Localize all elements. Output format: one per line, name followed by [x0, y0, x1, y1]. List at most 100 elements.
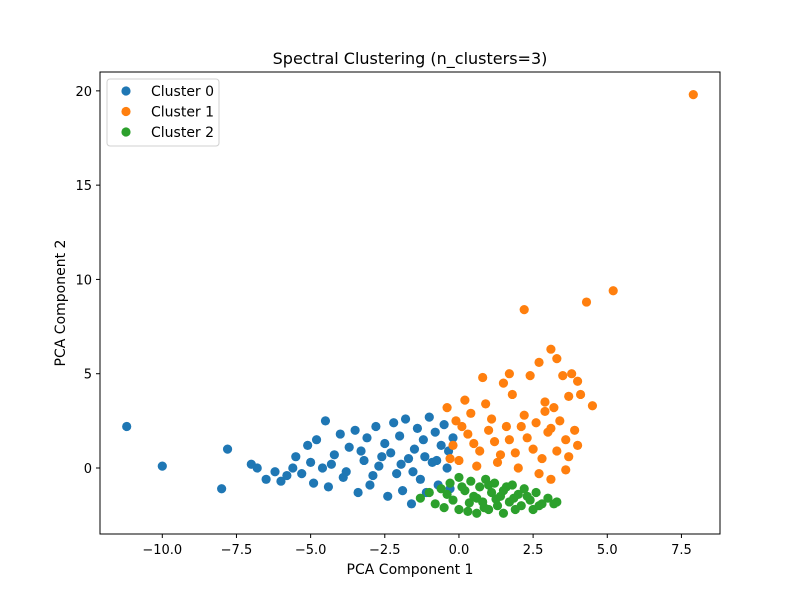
legend-label-cluster-2: Cluster 2 — [151, 125, 214, 141]
cluster-1-point-57 — [457, 421, 467, 432]
scatter-points — [122, 90, 698, 518]
cluster-2-point-32 — [531, 487, 541, 498]
cluster-0-point-5 — [252, 463, 262, 473]
cluster-2-point-1 — [424, 487, 434, 498]
x-tick-label: 7.5 — [671, 543, 692, 558]
cluster-2-point-7 — [454, 472, 464, 483]
cluster-2-point-45 — [491, 494, 501, 504]
cluster-1-point-1 — [608, 286, 618, 296]
cluster-1-point-58 — [540, 406, 550, 417]
y-tick-label: 15 — [75, 179, 92, 194]
y-axis-label: PCA Component 2 — [53, 240, 69, 367]
cluster-1-point-53 — [469, 438, 479, 449]
cluster-1-point-30 — [531, 418, 541, 428]
cluster-2-point-37 — [442, 489, 452, 499]
cluster-2-point-10 — [463, 506, 473, 516]
cluster-0-point-0 — [122, 421, 132, 432]
cluster-1-point-21 — [549, 403, 559, 413]
cluster-1-point-15 — [575, 389, 586, 400]
cluster-2-point-11 — [466, 476, 476, 486]
y-tick-label: 20 — [75, 85, 92, 100]
cluster-0-point-38 — [400, 414, 411, 424]
cluster-2-point-5 — [445, 478, 455, 488]
cluster-0-point-52 — [442, 463, 452, 473]
cluster-0-point-9 — [282, 470, 292, 481]
cluster-1-point-0 — [688, 90, 698, 100]
cluster-1-point-54 — [495, 450, 506, 460]
cluster-2-point-46 — [479, 503, 489, 513]
cluster-0-point-60 — [396, 459, 406, 469]
cluster-1-point-27 — [486, 414, 497, 424]
cluster-0-point-8 — [276, 476, 286, 486]
legend-marker-cluster-0 — [121, 86, 131, 96]
cluster-1-point-49 — [561, 465, 571, 475]
cluster-0-point-10 — [288, 463, 298, 473]
legend-label-cluster-1: Cluster 1 — [151, 105, 214, 121]
cluster-1-point-6 — [534, 357, 544, 367]
cluster-1-point-4 — [546, 344, 556, 354]
cluster-0-point-13 — [303, 440, 313, 450]
cluster-1-point-52 — [528, 444, 538, 454]
cluster-0-point-50 — [436, 440, 446, 450]
cluster-0-point-32 — [383, 491, 393, 501]
legend-marker-cluster-1 — [121, 106, 131, 117]
cluster-1-point-26 — [466, 408, 476, 418]
x-tick-label: 2.5 — [523, 543, 544, 558]
cluster-2-point-34 — [543, 493, 553, 503]
cluster-0-point-3 — [217, 484, 227, 494]
cluster-0-point-23 — [344, 442, 354, 452]
cluster-2-point-25 — [507, 480, 517, 490]
cluster-1-point-12 — [478, 372, 488, 383]
cluster-0-point-2 — [222, 444, 233, 454]
cluster-1-point-39 — [522, 433, 532, 443]
cluster-0-point-17 — [317, 463, 328, 473]
cluster-1-point-56 — [445, 453, 455, 464]
cluster-0-point-61 — [408, 467, 418, 477]
legend-items: Cluster 0 Cluster 1 Cluster 2 — [121, 84, 214, 141]
cluster-2-point-22 — [498, 508, 509, 518]
chart-legend: Cluster 0 Cluster 1 Cluster 2 — [106, 78, 220, 147]
cluster-1-point-51 — [504, 435, 514, 445]
cluster-0-point-29 — [371, 421, 381, 432]
plot-frame — [99, 71, 721, 535]
cluster-0-point-28 — [365, 480, 375, 490]
cluster-1-point-32 — [555, 416, 565, 426]
cluster-1-point-18 — [481, 399, 491, 409]
cluster-0-point-46 — [424, 412, 434, 422]
cluster-1-point-46 — [513, 463, 523, 473]
cluster-1-point-35 — [463, 429, 473, 439]
cluster-1-point-16 — [564, 391, 574, 401]
x-tick-label: −5.0 — [295, 543, 327, 558]
cluster-2-point-8 — [454, 504, 464, 515]
cluster-0-point-14 — [306, 457, 316, 467]
cluster-0-point-19 — [323, 482, 334, 492]
cluster-1-point-44 — [472, 461, 482, 471]
cluster-1-point-50 — [484, 425, 494, 435]
cluster-0-point-54 — [448, 433, 458, 443]
cluster-0-point-15 — [308, 478, 319, 488]
cluster-1-point-23 — [573, 440, 583, 450]
legend-frame — [106, 78, 220, 147]
y-axis-ticks: 0 5 10 15 20 — [75, 85, 100, 477]
cluster-0-point-35 — [392, 469, 402, 479]
cluster-0-point-44 — [418, 435, 428, 445]
cluster-1-point-8 — [573, 376, 583, 386]
cluster-2-point-38 — [457, 482, 467, 492]
cluster-2-point-13 — [472, 508, 482, 518]
cluster-1-point-2 — [581, 297, 592, 307]
cluster-2-point-41 — [498, 486, 509, 496]
cluster-1-point-34 — [448, 440, 458, 450]
cluster-0-point-40 — [406, 499, 417, 509]
cluster-1-point-42 — [564, 452, 574, 462]
cluster-1-point-5 — [552, 354, 562, 364]
cluster-1-point-37 — [489, 437, 500, 447]
cluster-0-point-56 — [341, 467, 351, 477]
cluster-1-point-33 — [561, 435, 571, 445]
cluster-1-point-40 — [537, 453, 547, 464]
cluster-1-point-7 — [567, 369, 577, 379]
cluster-2-point-28 — [516, 501, 526, 511]
cluster-0-point-20 — [329, 450, 339, 460]
cluster-0-point-25 — [353, 487, 363, 498]
cluster-1-point-14 — [587, 401, 598, 411]
cluster-2-point-2 — [430, 499, 440, 509]
